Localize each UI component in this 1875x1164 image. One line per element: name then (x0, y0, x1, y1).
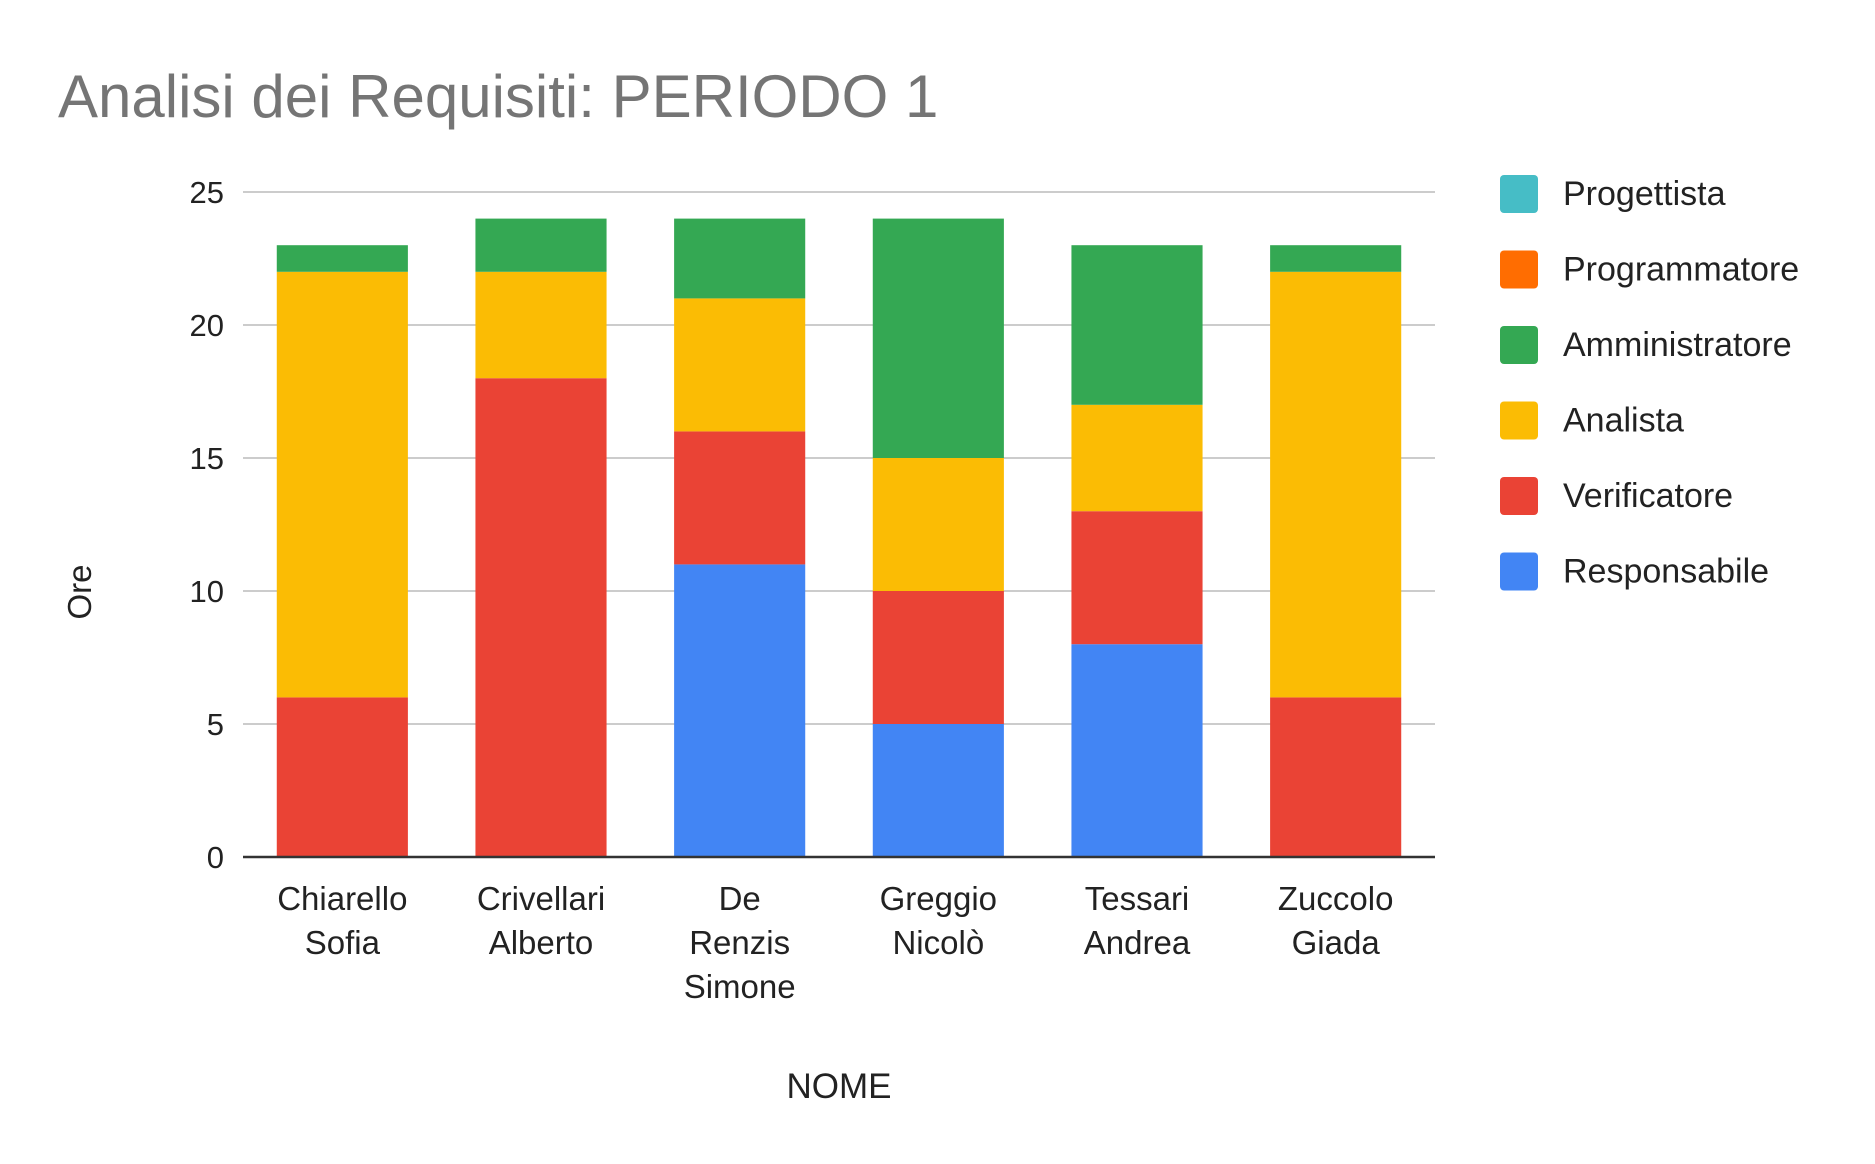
x-tick-label-2-0: De (719, 880, 761, 917)
y-tick-label-20: 20 (190, 308, 224, 343)
legend-swatch-verificatore (1500, 477, 1538, 515)
y-tick-label-10: 10 (190, 574, 224, 609)
bar-responsabile-3 (872, 724, 1004, 857)
x-tick-label-2-2: Simone (684, 968, 796, 1005)
y-axis-title: Ore (61, 564, 98, 619)
bar-analista-4 (1071, 404, 1203, 512)
bar-verificatore-1 (475, 378, 607, 857)
legend-swatch-responsabile (1500, 552, 1538, 591)
legend-label-verificatore: Verificatore (1563, 477, 1733, 515)
x-tick-label-5-0: Zuccolo (1278, 880, 1394, 917)
bar-amministratore-4 (1071, 245, 1203, 405)
x-tick-label-0-0: Chiarello (277, 880, 407, 917)
bar-analista-3 (872, 458, 1004, 591)
bar-verificatore-4 (1071, 511, 1203, 645)
legend-swatch-progettista (1500, 175, 1538, 213)
bar-analista-0 (276, 271, 408, 698)
x-tick-label-4-0: Tessari (1085, 880, 1190, 917)
bar-verificatore-2 (674, 431, 806, 565)
bar-responsabile-4 (1071, 644, 1203, 857)
legend-swatch-programmatore (1500, 250, 1538, 289)
bar-analista-2 (674, 298, 806, 432)
x-tick-label-0-1: Sofia (305, 924, 381, 961)
x-tick-label-1-0: Crivellari (477, 880, 605, 917)
legend-label-responsabile: Responsabile (1563, 553, 1769, 591)
bar-amministratore-0 (276, 245, 408, 272)
x-tick-label-3-0: Greggio (880, 880, 997, 917)
x-tick-label-5-1: Giada (1292, 924, 1381, 961)
bar-responsabile-2 (674, 564, 806, 857)
bar-analista-5 (1270, 271, 1402, 698)
legend-swatch-amministratore (1500, 326, 1538, 364)
legend-label-analista: Analista (1563, 402, 1684, 440)
x-tick-label-1-1: Alberto (489, 924, 594, 961)
y-tick-label-25: 25 (190, 175, 224, 210)
x-tick-label-4-1: Andrea (1084, 924, 1191, 961)
bar-verificatore-5 (1270, 697, 1402, 857)
x-tick-label-3-1: Nicolò (892, 924, 984, 961)
legend-label-amministratore: Amministratore (1563, 326, 1792, 364)
bar-verificatore-0 (276, 697, 408, 857)
chart-title: Analisi dei Requisiti: PERIODO 1 (58, 63, 939, 130)
legend-swatch-analista (1500, 401, 1538, 440)
legend-label-programmatore: Programmatore (1563, 251, 1799, 289)
x-tick-label-2-1: Renzis (689, 924, 790, 961)
bar-analista-1 (475, 271, 607, 379)
y-tick-label-15: 15 (190, 441, 224, 476)
bar-amministratore-1 (475, 218, 607, 272)
y-tick-label-0: 0 (207, 840, 224, 875)
x-axis-title: NOME (787, 1067, 892, 1106)
legend-label-progettista: Progettista (1563, 175, 1726, 213)
bar-verificatore-3 (872, 591, 1004, 724)
bar-amministratore-2 (674, 218, 806, 299)
bar-amministratore-3 (872, 218, 1004, 458)
bar-amministratore-5 (1270, 245, 1402, 272)
y-tick-label-5: 5 (207, 707, 224, 742)
